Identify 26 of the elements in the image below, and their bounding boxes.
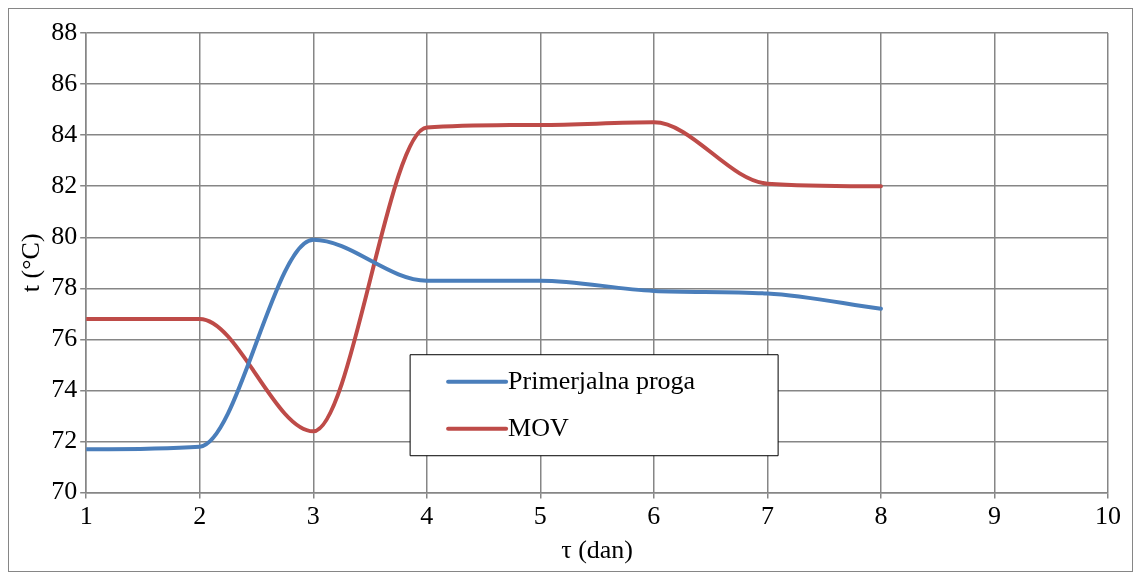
y-tick-label: 86 <box>51 67 78 97</box>
y-tick-label: 74 <box>51 374 78 404</box>
y-tick-label: 82 <box>51 170 78 200</box>
x-axis-title: τ (dan) <box>561 535 634 565</box>
x-tick-label: 3 <box>306 501 320 531</box>
x-tick-label: 4 <box>420 501 434 531</box>
y-tick-label: 70 <box>51 476 78 506</box>
x-tick-label: 6 <box>647 501 661 531</box>
x-tick-label: 8 <box>874 501 888 531</box>
line-series <box>86 237 883 452</box>
y-tick-label: 78 <box>51 272 78 302</box>
x-tick-label: 10 <box>1095 501 1121 531</box>
y-tick-label: 80 <box>51 221 78 251</box>
y-tick-label: 84 <box>51 118 78 148</box>
x-tick-label: 1 <box>79 501 93 531</box>
legend-label: Primerjalna proga <box>508 365 696 395</box>
legend-label: MOV <box>508 412 570 442</box>
y-tick-label: 76 <box>51 323 78 353</box>
x-tick-label: 7 <box>760 501 774 531</box>
y-tick-label: 88 <box>51 16 78 46</box>
y-axis-title: t (°C) <box>16 233 46 293</box>
line-series <box>86 120 883 434</box>
y-tick-label: 72 <box>51 425 78 455</box>
x-tick-label: 2 <box>193 501 207 531</box>
x-tick-label: 5 <box>533 501 547 531</box>
x-tick-label: 9 <box>987 501 1001 531</box>
